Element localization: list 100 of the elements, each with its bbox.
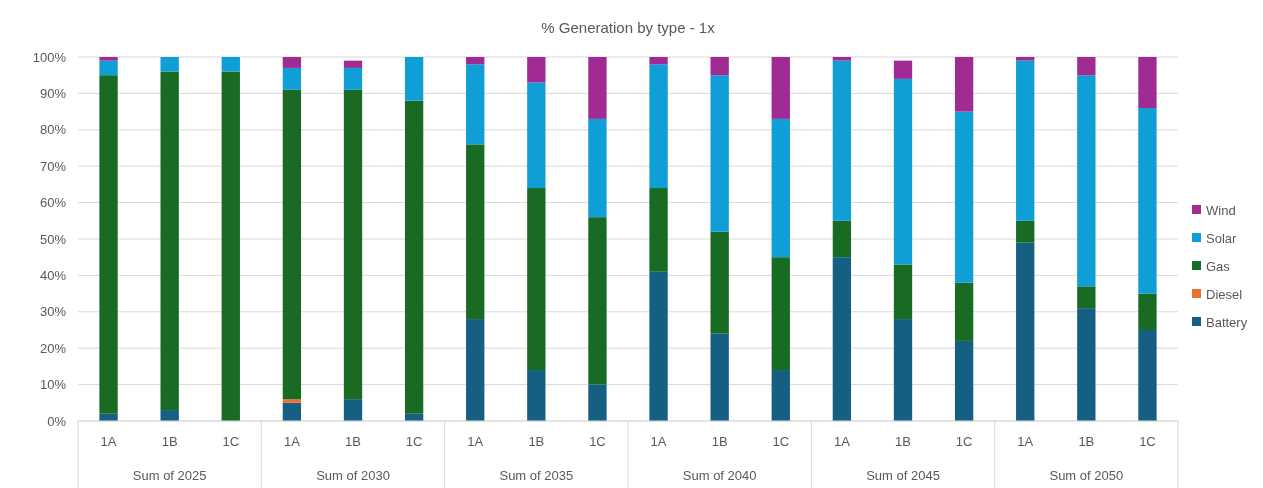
bar <box>588 57 607 119</box>
x-tick-label: 1B <box>711 434 728 449</box>
bar <box>832 220 852 258</box>
x-tick-label: 1B <box>528 434 545 449</box>
x-tick-label: 1B <box>1078 434 1095 449</box>
bar <box>832 57 852 61</box>
x-tick-label: 1A <box>100 434 117 449</box>
y-tick-label: 30% <box>39 304 67 320</box>
y-tick-label: 70% <box>39 158 67 174</box>
bar <box>710 333 729 421</box>
bar <box>1077 308 1096 421</box>
legend-label: Gas <box>1206 258 1231 274</box>
bar <box>282 89 302 400</box>
x-tick-label: 1A <box>283 434 301 449</box>
bar <box>649 271 668 421</box>
bar <box>282 402 302 421</box>
y-tick-label: 20% <box>39 340 67 356</box>
bar <box>160 410 179 421</box>
x-tick-label: 1C <box>405 434 423 449</box>
bar <box>221 57 240 72</box>
text: Sum of 2030 <box>316 468 390 483</box>
bar <box>527 57 546 83</box>
bar <box>771 370 790 421</box>
legend-label: Battery <box>1206 314 1248 330</box>
x-tick-label: 1A <box>467 434 484 449</box>
x-tick-label: 1C <box>222 434 240 449</box>
bar <box>221 71 240 421</box>
bar <box>282 399 302 403</box>
bar <box>954 57 974 112</box>
bar <box>588 217 607 385</box>
bar <box>99 60 118 76</box>
y-tick-label: 0% <box>47 413 67 429</box>
bar <box>954 282 974 341</box>
bar <box>160 57 179 72</box>
bar <box>1077 286 1096 309</box>
bar <box>404 100 424 414</box>
bar <box>771 118 790 258</box>
bar <box>1138 107 1157 294</box>
bar <box>1016 57 1035 61</box>
x-tick-label: 1A <box>833 434 851 449</box>
bar <box>1077 57 1096 76</box>
y-tick-label: 60% <box>39 195 67 211</box>
y-tick-label: 50% <box>39 231 67 247</box>
bar <box>1138 330 1157 421</box>
bar <box>527 82 546 189</box>
bar <box>588 118 607 218</box>
text: Sum of 2040 <box>682 468 757 483</box>
bar <box>893 264 913 320</box>
bar <box>343 67 363 90</box>
bar <box>343 60 363 68</box>
x-tick-label: 1C <box>772 434 790 449</box>
bar <box>954 340 974 421</box>
bar <box>771 257 790 371</box>
x-tick-label: 1C <box>955 434 973 449</box>
bar <box>893 78 913 265</box>
legend-label: Wind <box>1206 202 1236 218</box>
y-tick-label: 100% <box>32 49 67 65</box>
text: Sum of 2050 <box>1049 468 1124 483</box>
bar <box>771 57 790 119</box>
bar <box>1077 75 1096 287</box>
y-tick-label: 80% <box>39 122 67 138</box>
bar <box>466 64 485 145</box>
bar <box>343 399 363 421</box>
chart-title: % Generation by type - 1x <box>541 19 716 36</box>
x-tick-label: 1B <box>161 434 178 449</box>
x-tick-label: 1B <box>345 434 361 449</box>
bar <box>527 370 546 421</box>
x-tick-label: 1A <box>650 434 667 449</box>
bar <box>466 319 485 421</box>
bar <box>282 57 302 68</box>
y-tick-label: 10% <box>39 377 67 393</box>
bar <box>588 384 607 421</box>
bar <box>466 144 485 320</box>
y-tick-label: 90% <box>39 85 67 101</box>
bar <box>893 60 913 79</box>
bar <box>649 64 668 189</box>
text: Sum of 2025 <box>132 468 207 483</box>
bar <box>649 57 668 65</box>
bar <box>1016 242 1035 421</box>
bar <box>1138 293 1157 330</box>
bar <box>649 188 668 272</box>
bar <box>282 67 302 90</box>
bar <box>710 231 729 334</box>
x-tick-label: 1C <box>1139 434 1156 449</box>
x-tick-label: 1C <box>589 434 606 449</box>
bar <box>160 71 179 411</box>
bar <box>343 89 363 400</box>
bar <box>1016 220 1035 243</box>
x-tick-label: 1A <box>1017 434 1034 449</box>
bar <box>404 57 424 101</box>
bar <box>710 75 729 232</box>
y-tick-label: 40% <box>39 267 67 283</box>
bar <box>954 111 974 283</box>
bar <box>1016 60 1035 221</box>
bar <box>466 57 485 65</box>
bar <box>710 57 729 76</box>
bar <box>832 60 852 221</box>
bar <box>893 319 913 421</box>
bar <box>99 75 118 414</box>
bar <box>832 257 852 421</box>
